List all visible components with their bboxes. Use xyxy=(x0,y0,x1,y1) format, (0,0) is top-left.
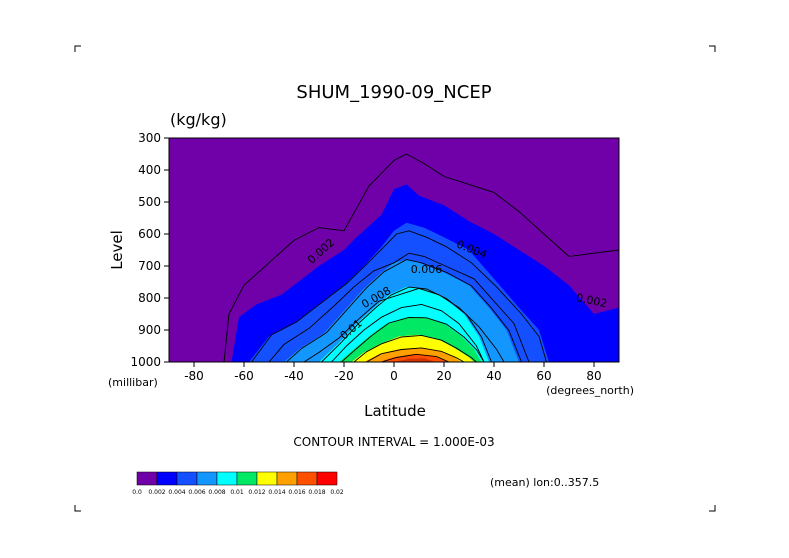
colorbar-label: 0.0 xyxy=(132,489,142,496)
colorbar-label: 0.002 xyxy=(148,489,165,496)
x-tick-label: -20 xyxy=(334,369,354,383)
y-axis-ticks: 300 400 500 600 700 800 900 1000 xyxy=(130,131,169,369)
x-tick-label: 20 xyxy=(436,369,451,383)
colorbar-swatch xyxy=(296,471,318,486)
y-tick-label: 500 xyxy=(138,195,161,209)
contour-line-3 xyxy=(286,259,522,362)
x-tick-label: 80 xyxy=(586,369,601,383)
colorbar-label: 0.01 xyxy=(230,489,244,496)
x-axis-ticks: -80 -60 -40 -20 0 20 40 60 80 xyxy=(184,362,602,383)
x-tick-label: -40 xyxy=(284,369,304,383)
y-tick-label: 1000 xyxy=(130,355,161,369)
contour-line-7 xyxy=(341,317,485,362)
chart-title: SHUM_1990-09_NCEP xyxy=(296,82,491,103)
colorbar-swatch xyxy=(256,471,278,486)
x-tick-label: 0 xyxy=(390,369,398,383)
y-tick-label: 700 xyxy=(138,259,161,273)
contour-line-10 xyxy=(381,353,450,362)
colorbar-swatch xyxy=(196,471,218,486)
colorbar-label: 0.016 xyxy=(288,489,305,496)
units-label: (kg/kg) xyxy=(170,110,227,129)
colorbar-swatch xyxy=(156,471,178,486)
contour-label-5: 0.002 xyxy=(575,291,609,310)
x-tick-label: 60 xyxy=(536,369,551,383)
colorbar-label: 0.014 xyxy=(268,489,285,496)
contour-fill-8 xyxy=(394,358,437,362)
colorbar-label: 0.006 xyxy=(188,489,205,496)
contour-interval-label: CONTOUR INTERVAL = 1.000E-03 xyxy=(293,435,494,449)
x-tick-label: 40 xyxy=(486,369,501,383)
colorbar-label: 0.012 xyxy=(248,489,265,496)
colorbar-swatch xyxy=(236,471,258,486)
contour-line-1 xyxy=(251,230,547,362)
colorbar-swatch xyxy=(136,471,158,486)
contour-line-2 xyxy=(268,252,530,362)
colorbar-swatch xyxy=(276,471,298,486)
colorbar-label: 0.004 xyxy=(168,489,185,496)
x-tick-label: -80 xyxy=(184,369,204,383)
x-axis-title: Latitude xyxy=(364,402,426,420)
colorbar-swatch xyxy=(216,471,238,486)
crop-marks xyxy=(74,45,716,512)
contour-label-2: 0.006 xyxy=(411,263,443,276)
contour-line-9 xyxy=(366,347,465,362)
colorbar-swatch xyxy=(316,471,338,486)
colorbar-swatch xyxy=(176,471,198,486)
x-axis-units: (degrees_north) xyxy=(546,384,634,397)
colorbar-label: 0.018 xyxy=(308,489,325,496)
contour-line-0 xyxy=(223,153,619,362)
y-tick-label: 800 xyxy=(138,291,161,305)
footnote-label: (mean) lon:0..357.5 xyxy=(490,476,599,489)
colorbar: 0.0 0.002 0.004 0.006 0.008 0.01 0.012 0.014 0.0… xyxy=(132,471,344,496)
y-tick-label: 600 xyxy=(138,227,161,241)
y-tick-label: 300 xyxy=(138,131,161,145)
colorbar-label: 0.008 xyxy=(208,489,225,496)
colorbar-label: 0.02 xyxy=(330,489,344,496)
contour-line-4 xyxy=(303,287,505,362)
y-axis-title: Level xyxy=(108,230,126,270)
x-tick-label: -60 xyxy=(234,369,254,383)
y-axis-units: (millibar) xyxy=(108,376,158,389)
contour-line-5 xyxy=(321,286,492,362)
y-tick-label: 400 xyxy=(138,163,161,177)
contour-line-8 xyxy=(353,334,477,362)
y-tick-label: 900 xyxy=(138,323,161,337)
contour-lines xyxy=(223,153,619,362)
contour-line-6 xyxy=(331,303,485,362)
